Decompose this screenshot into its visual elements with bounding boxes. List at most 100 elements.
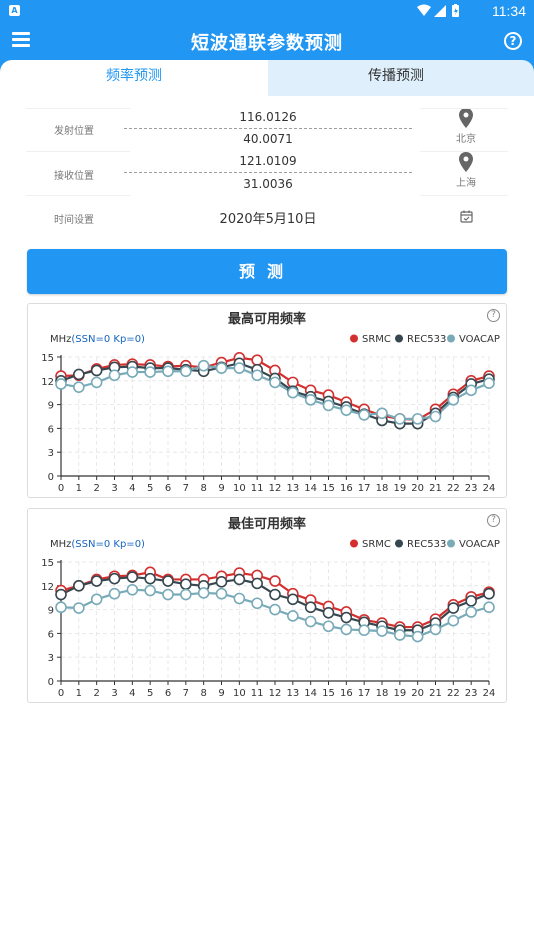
x-tick-label: 15 xyxy=(322,483,335,494)
x-tick-label: 22 xyxy=(447,483,460,494)
legend-label: VOACAP xyxy=(459,334,500,345)
data-point-voacap xyxy=(55,378,67,390)
legend-label: REC533 xyxy=(407,539,446,550)
x-tick-label: 7 xyxy=(183,688,189,699)
tx-city: 北京 xyxy=(456,134,476,145)
data-point-voacap xyxy=(180,365,192,378)
data-point-voacap xyxy=(411,630,424,643)
data-point-voacap xyxy=(233,362,246,374)
location-pin-icon xyxy=(459,152,473,172)
data-point-voacap xyxy=(73,602,85,614)
tx-longitude-field[interactable]: 116.0126 xyxy=(239,110,297,124)
data-point-voacap xyxy=(126,583,139,596)
y-tick-label: 0 xyxy=(48,472,54,483)
cell-signal-icon xyxy=(434,5,446,17)
tab-propagation-bg xyxy=(258,60,534,96)
rx-longitude-field[interactable]: 121.0109 xyxy=(239,154,297,168)
data-point-voacap xyxy=(162,588,174,601)
x-tick-label: 3 xyxy=(111,483,117,494)
data-point-voacap xyxy=(483,601,495,614)
x-tick-label: 22 xyxy=(447,688,460,699)
data-point-voacap xyxy=(126,366,139,378)
predict-button[interactable]: 预测 xyxy=(27,249,507,294)
data-point-voacap xyxy=(233,592,246,605)
x-tick-label: 24 xyxy=(483,483,496,494)
x-tick-label: 24 xyxy=(483,688,496,699)
x-tick-label: 17 xyxy=(358,688,371,699)
x-tick-label: 13 xyxy=(286,483,299,494)
y-axis-label: MHz(SSN=0 Kp=0) xyxy=(50,334,145,345)
data-point-voacap xyxy=(108,587,121,600)
help-icon[interactable]: ? xyxy=(504,32,522,50)
tx-latitude-field[interactable]: 40.0071 xyxy=(243,132,293,146)
chart-help-icon[interactable]: ? xyxy=(487,309,500,322)
x-tick-label: 11 xyxy=(251,483,264,494)
data-point-voacap xyxy=(429,623,442,636)
x-tick-label: 18 xyxy=(376,688,389,699)
data-point-rec533 xyxy=(180,578,192,591)
fot-chart: MHz(SSN=0 Kp=0) SRMC REC533 VOACAP036912150… xyxy=(41,539,500,699)
chart-help-icon[interactable]: ? xyxy=(487,514,500,527)
muf-chart: MHz(SSN=0 Kp=0) SRMC REC533 VOACAP036912150… xyxy=(41,334,500,494)
data-point-voacap xyxy=(465,606,477,618)
data-point-rec533 xyxy=(465,595,477,607)
x-tick-label: 4 xyxy=(129,688,135,699)
tab-propagation[interactable]: 传播预测 xyxy=(368,68,424,84)
data-point-voacap xyxy=(304,615,317,628)
status-time: 11:34 xyxy=(492,3,526,19)
data-point-voacap xyxy=(215,587,228,600)
data-point-voacap xyxy=(144,584,156,597)
data-point-voacap xyxy=(287,386,299,399)
data-point-rec533 xyxy=(483,587,495,600)
x-tick-label: 3 xyxy=(111,688,117,699)
data-point-voacap xyxy=(358,409,370,421)
y-tick-label: 9 xyxy=(48,401,54,412)
data-point-rec533 xyxy=(126,571,139,583)
data-point-voacap xyxy=(269,376,281,389)
x-tick-label: 0 xyxy=(58,483,64,494)
date-field[interactable]: 2020年5月10日 xyxy=(219,212,317,227)
data-point-rec533 xyxy=(90,575,103,587)
data-point-voacap xyxy=(251,597,263,610)
data-point-rec533 xyxy=(73,580,85,592)
app-notification-icon: A xyxy=(9,5,20,16)
x-tick-label: 19 xyxy=(393,483,406,494)
date-picker-button[interactable] xyxy=(424,210,508,223)
data-point-rec533 xyxy=(287,593,299,606)
signal-icons xyxy=(417,4,459,17)
status-bar: A 11:34 xyxy=(0,0,534,22)
x-tick-label: 6 xyxy=(165,688,171,699)
legend-marker xyxy=(447,539,455,548)
data-point-voacap xyxy=(55,601,67,614)
rx-location-picker[interactable]: 上海 xyxy=(424,152,508,189)
x-tick-label: 16 xyxy=(340,483,353,494)
y-tick-label: 6 xyxy=(48,629,54,640)
rx-latitude-field[interactable]: 31.0036 xyxy=(243,177,293,191)
menu-icon[interactable] xyxy=(12,32,30,48)
data-point-voacap xyxy=(447,614,460,627)
tab-frequency[interactable]: 频率预测 xyxy=(0,60,268,96)
data-point-rec533 xyxy=(73,368,85,381)
data-point-voacap xyxy=(197,587,210,599)
chart-title: 最高可用频率 xyxy=(227,312,306,327)
x-tick-label: 12 xyxy=(269,688,282,699)
y-tick-label: 3 xyxy=(48,448,54,459)
tx-location-picker[interactable]: 北京 xyxy=(424,108,508,145)
rx-location-label: 接收位置 xyxy=(54,171,94,182)
data-point-srmc xyxy=(251,354,263,366)
y-tick-label: 12 xyxy=(41,582,54,593)
y-tick-label: 15 xyxy=(41,558,54,569)
legend-label: VOACAP xyxy=(459,539,500,550)
data-point-voacap xyxy=(447,394,460,406)
data-point-voacap xyxy=(394,629,406,641)
x-tick-label: 4 xyxy=(129,483,135,494)
data-point-rec533 xyxy=(90,364,103,377)
fot-chart-card: 最佳可用频率 ? MHz(SSN=0 Kp=0) SRMC REC533 VOACAP… xyxy=(27,508,507,703)
data-point-voacap xyxy=(465,384,477,397)
data-point-voacap xyxy=(180,588,192,601)
data-point-rec533 xyxy=(55,588,67,601)
data-point-voacap xyxy=(269,603,281,616)
x-tick-label: 14 xyxy=(304,688,317,699)
data-point-voacap xyxy=(90,593,103,606)
data-point-voacap xyxy=(73,381,85,393)
